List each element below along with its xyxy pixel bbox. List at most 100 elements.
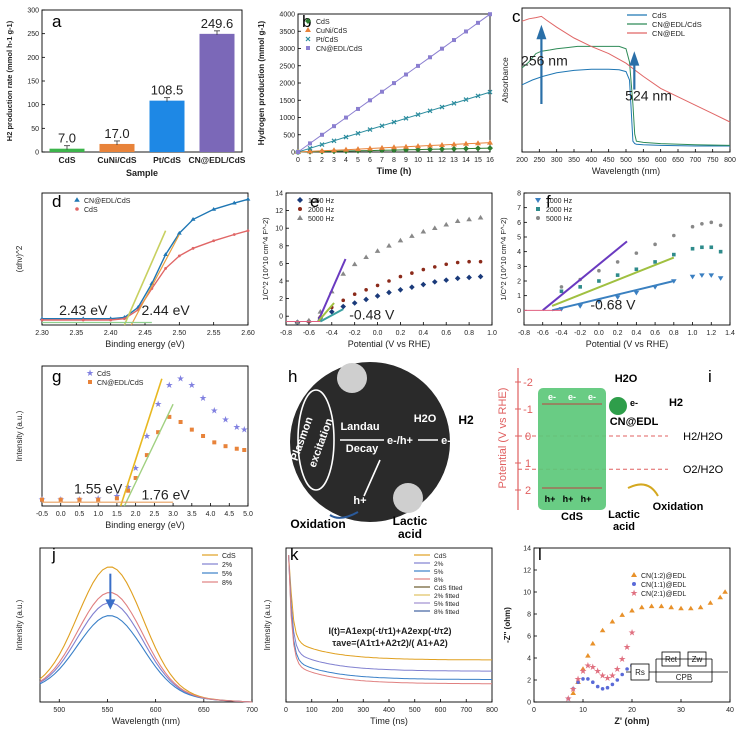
data-point [331, 138, 337, 144]
y-tick-label: 4 [527, 656, 531, 663]
data-point [80, 316, 86, 321]
x-tick-label: 0.0 [373, 330, 383, 337]
x-tick-label: 14 [462, 157, 470, 164]
data-point [409, 284, 415, 290]
x-tick-label: 7 [380, 157, 384, 164]
circuit-rs [630, 663, 650, 681]
data-point [585, 653, 591, 658]
data-point [421, 267, 426, 272]
x-axis-label: Binding energy (eV) [105, 520, 185, 530]
x-tick-label: 11 [426, 157, 433, 164]
x-tick-label: 400 [383, 707, 395, 714]
y-tick-label: 50 [31, 126, 39, 133]
annotation-bandgap: 1.76 eV [141, 487, 190, 503]
legend-label: CuNi/CdS [316, 28, 347, 35]
x-tick-label: 500 [53, 707, 65, 714]
data-point [190, 217, 196, 221]
data-point: ★ [618, 654, 626, 664]
legend-label: CN@EDL/CdS [316, 46, 363, 53]
x-tick-label: 4.0 [206, 511, 216, 518]
y-tick-label: 4 [517, 249, 521, 256]
data-point [455, 260, 460, 265]
x-tick-label: 4 [344, 157, 348, 164]
x-tick-label: 550 [637, 157, 649, 164]
legend-label: CN@EDL/CdS [84, 198, 131, 205]
data-point [40, 497, 44, 502]
data-point [463, 145, 469, 152]
series-line-CN@EDL [521, 15, 731, 123]
y-tick-label: 8 [517, 191, 521, 198]
x-tick-label: 0.4 [631, 330, 641, 337]
data-point [231, 200, 237, 205]
legend-marker [75, 207, 79, 211]
x-tick-label: 2.30 [35, 330, 49, 337]
x-axis-label: Wavelength (nm) [112, 716, 180, 726]
x-tick-label: 12 [438, 157, 446, 164]
data-point [690, 224, 695, 229]
data-point [340, 271, 347, 276]
data-point [392, 81, 396, 86]
x-tick-label: 1 [308, 157, 312, 164]
y-axis-label: Hydrogen production (mmol g-1) [257, 20, 266, 145]
legend-marker [305, 27, 311, 32]
species-label: CN@EDL [610, 416, 659, 428]
x-tick-label: 0.6 [650, 330, 660, 337]
data-point [367, 127, 373, 132]
data-point [351, 261, 358, 267]
legend-marker [298, 207, 302, 211]
panel-e-mott-schottky-chart: e -0.8 -0.6 -0.4 -0.2 0.0 0.2 0.4 0.6 0.8 1.0 0 2 4 6… [261, 191, 497, 350]
data-point: ★ [240, 425, 248, 435]
data-point [717, 594, 723, 600]
x-tick-label: 750 [707, 157, 719, 164]
x-tick-label: 0.2 [613, 330, 623, 337]
data-point: ★ [589, 662, 597, 672]
x-tick-label: 650 [198, 707, 210, 714]
data-point [615, 678, 620, 682]
y-axis-label: (αhν)^2 [15, 245, 24, 272]
bar-CuNi/CdS [99, 143, 135, 152]
x-axis-label: Time (ns) [370, 716, 408, 726]
potential-tick-label: 2 [525, 485, 531, 497]
data-point [77, 497, 82, 502]
tangent-line [123, 230, 167, 326]
data-point [415, 112, 421, 117]
legend-marker [88, 380, 92, 384]
data-point [467, 259, 471, 264]
data-point [452, 38, 456, 43]
data-point [688, 605, 694, 611]
y-axis-label: Absorbance [500, 57, 510, 103]
data-point [451, 145, 457, 152]
data-point [577, 304, 583, 309]
panel-letter-g: g [52, 367, 61, 386]
data-point [597, 279, 601, 283]
data-point [709, 220, 714, 225]
x-tick-label: 4.5 [224, 511, 234, 518]
circuit-label: Rs [635, 668, 645, 677]
data-point [620, 672, 624, 677]
data-point [178, 420, 183, 424]
data-point [707, 600, 714, 605]
data-point [126, 488, 131, 493]
legend-marker: ★ [86, 368, 94, 378]
potential-tick-label: -1 [523, 404, 533, 416]
legend-label: 8% fitted [434, 609, 460, 616]
data-point [464, 29, 468, 34]
legend-label: CdS [652, 11, 667, 20]
data-point: ★ [233, 422, 241, 432]
data-point: ★ [564, 694, 572, 704]
data-point [167, 414, 172, 419]
decay-CdS [288, 554, 492, 661]
data-point: ★ [132, 463, 140, 473]
legend-marker [632, 582, 636, 586]
equation: τave=(A1τ1+A2τ2)/( A1+A2) [332, 638, 448, 648]
data-point [340, 303, 347, 310]
data-point: ★ [221, 414, 229, 424]
legend-label: 8% [434, 577, 444, 584]
data-point [443, 221, 450, 227]
data-point [355, 146, 361, 152]
annotation-524nm: 524 nm [625, 87, 672, 103]
species-label: CdS [561, 511, 583, 523]
data-point [595, 684, 600, 689]
fit-line [317, 258, 347, 322]
x-tick-label: 10 [414, 157, 422, 164]
